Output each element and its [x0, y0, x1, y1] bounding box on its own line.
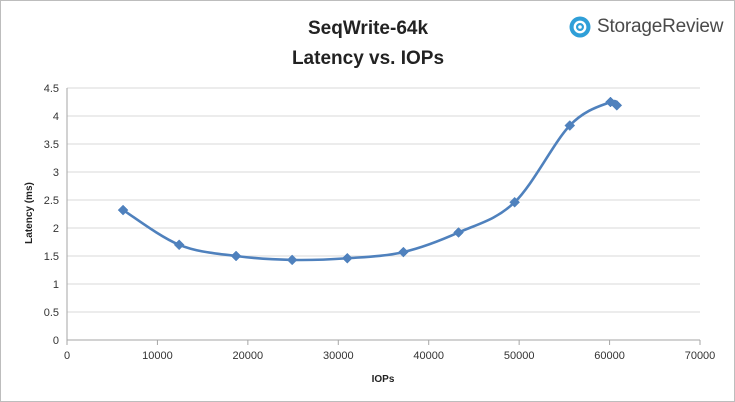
- series-line: [122, 99, 618, 262]
- y-tick-label: 1: [53, 279, 59, 291]
- y-tick-label: 3.5: [44, 139, 59, 151]
- y-tick-label: 0: [53, 335, 59, 347]
- x-tick-label: 10000: [142, 350, 173, 362]
- y-tick-label: 2: [53, 223, 59, 235]
- y-tick-label: 2.5: [44, 195, 59, 207]
- brand-name: StorageReview: [597, 16, 724, 37]
- y-axis-label: Latency (ms): [24, 182, 35, 244]
- y-tick-label: 4.5: [44, 83, 59, 95]
- x-tick-label: 20000: [233, 350, 264, 362]
- data-point-marker: [611, 100, 623, 111]
- y-tick-label: 1.5: [44, 251, 59, 263]
- data-point-marker: [564, 120, 576, 131]
- data-point-marker: [173, 239, 185, 251]
- grid-lines: [67, 87, 700, 313]
- data-point-marker: [398, 246, 409, 258]
- x-tick-label: 0: [64, 350, 70, 362]
- chart-subtitle: Latency vs. IOPs: [292, 48, 444, 69]
- x-tick-label: 60000: [594, 350, 625, 362]
- data-point-marker: [341, 252, 353, 264]
- brand-logo: StorageReview: [569, 15, 723, 39]
- chart-title: SeqWrite-64k: [308, 18, 428, 39]
- series-layer: [117, 96, 623, 266]
- y-tick-label: 0.5: [44, 307, 59, 319]
- data-point-marker: [230, 250, 242, 262]
- x-axis-label: IOPs: [372, 374, 395, 385]
- data-point-marker: [286, 254, 298, 266]
- axes: 0 0.5 1 1.5 2 2.5 3 3.5 4 4.5 0 10000 20000 30000 4000…: [44, 83, 716, 362]
- x-tick-label: 30000: [323, 350, 354, 362]
- y-tick-label: 4: [53, 111, 59, 123]
- storagereview-logo-icon: [569, 16, 591, 38]
- x-tick-label: 70000: [685, 350, 716, 362]
- data-point-marker: [453, 227, 464, 238]
- x-tick-label: 50000: [504, 350, 535, 362]
- data-point-marker: [509, 196, 520, 208]
- data-point-marker: [117, 204, 129, 216]
- y-tick-label: 3: [53, 167, 59, 179]
- x-tick-label: 40000: [413, 350, 444, 362]
